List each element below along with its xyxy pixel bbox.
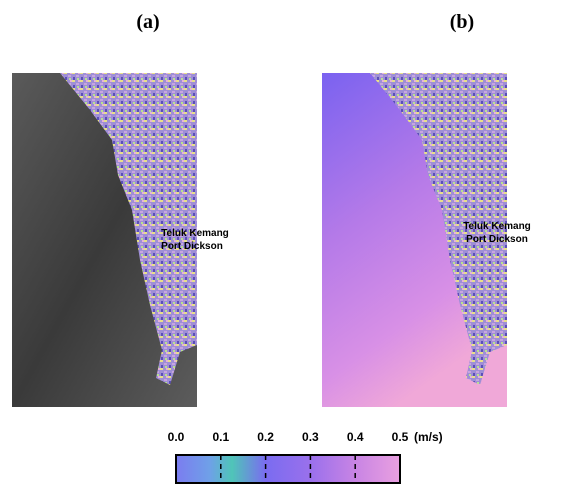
place-name: Teluk Kemang: [161, 228, 229, 239]
place-name: Port Dickson: [466, 234, 528, 245]
place-name: Port Dickson: [161, 241, 223, 252]
place-name: Teluk Kemang: [463, 221, 531, 232]
tick-label: 0.2: [257, 430, 274, 444]
colorbar: [175, 454, 401, 484]
tick-label: 0.5: [392, 430, 409, 444]
colorbar-unit: (m/s): [414, 430, 443, 444]
panel-label: (a): [136, 11, 159, 33]
image-b: [322, 73, 507, 407]
tick-label: 0.1: [212, 430, 229, 444]
tick-label: 0.0: [168, 430, 185, 444]
tick-label: 0.4: [347, 430, 364, 444]
image-a: [12, 73, 197, 407]
tick-label: 0.3: [302, 430, 319, 444]
panel-label: (b): [450, 11, 474, 33]
